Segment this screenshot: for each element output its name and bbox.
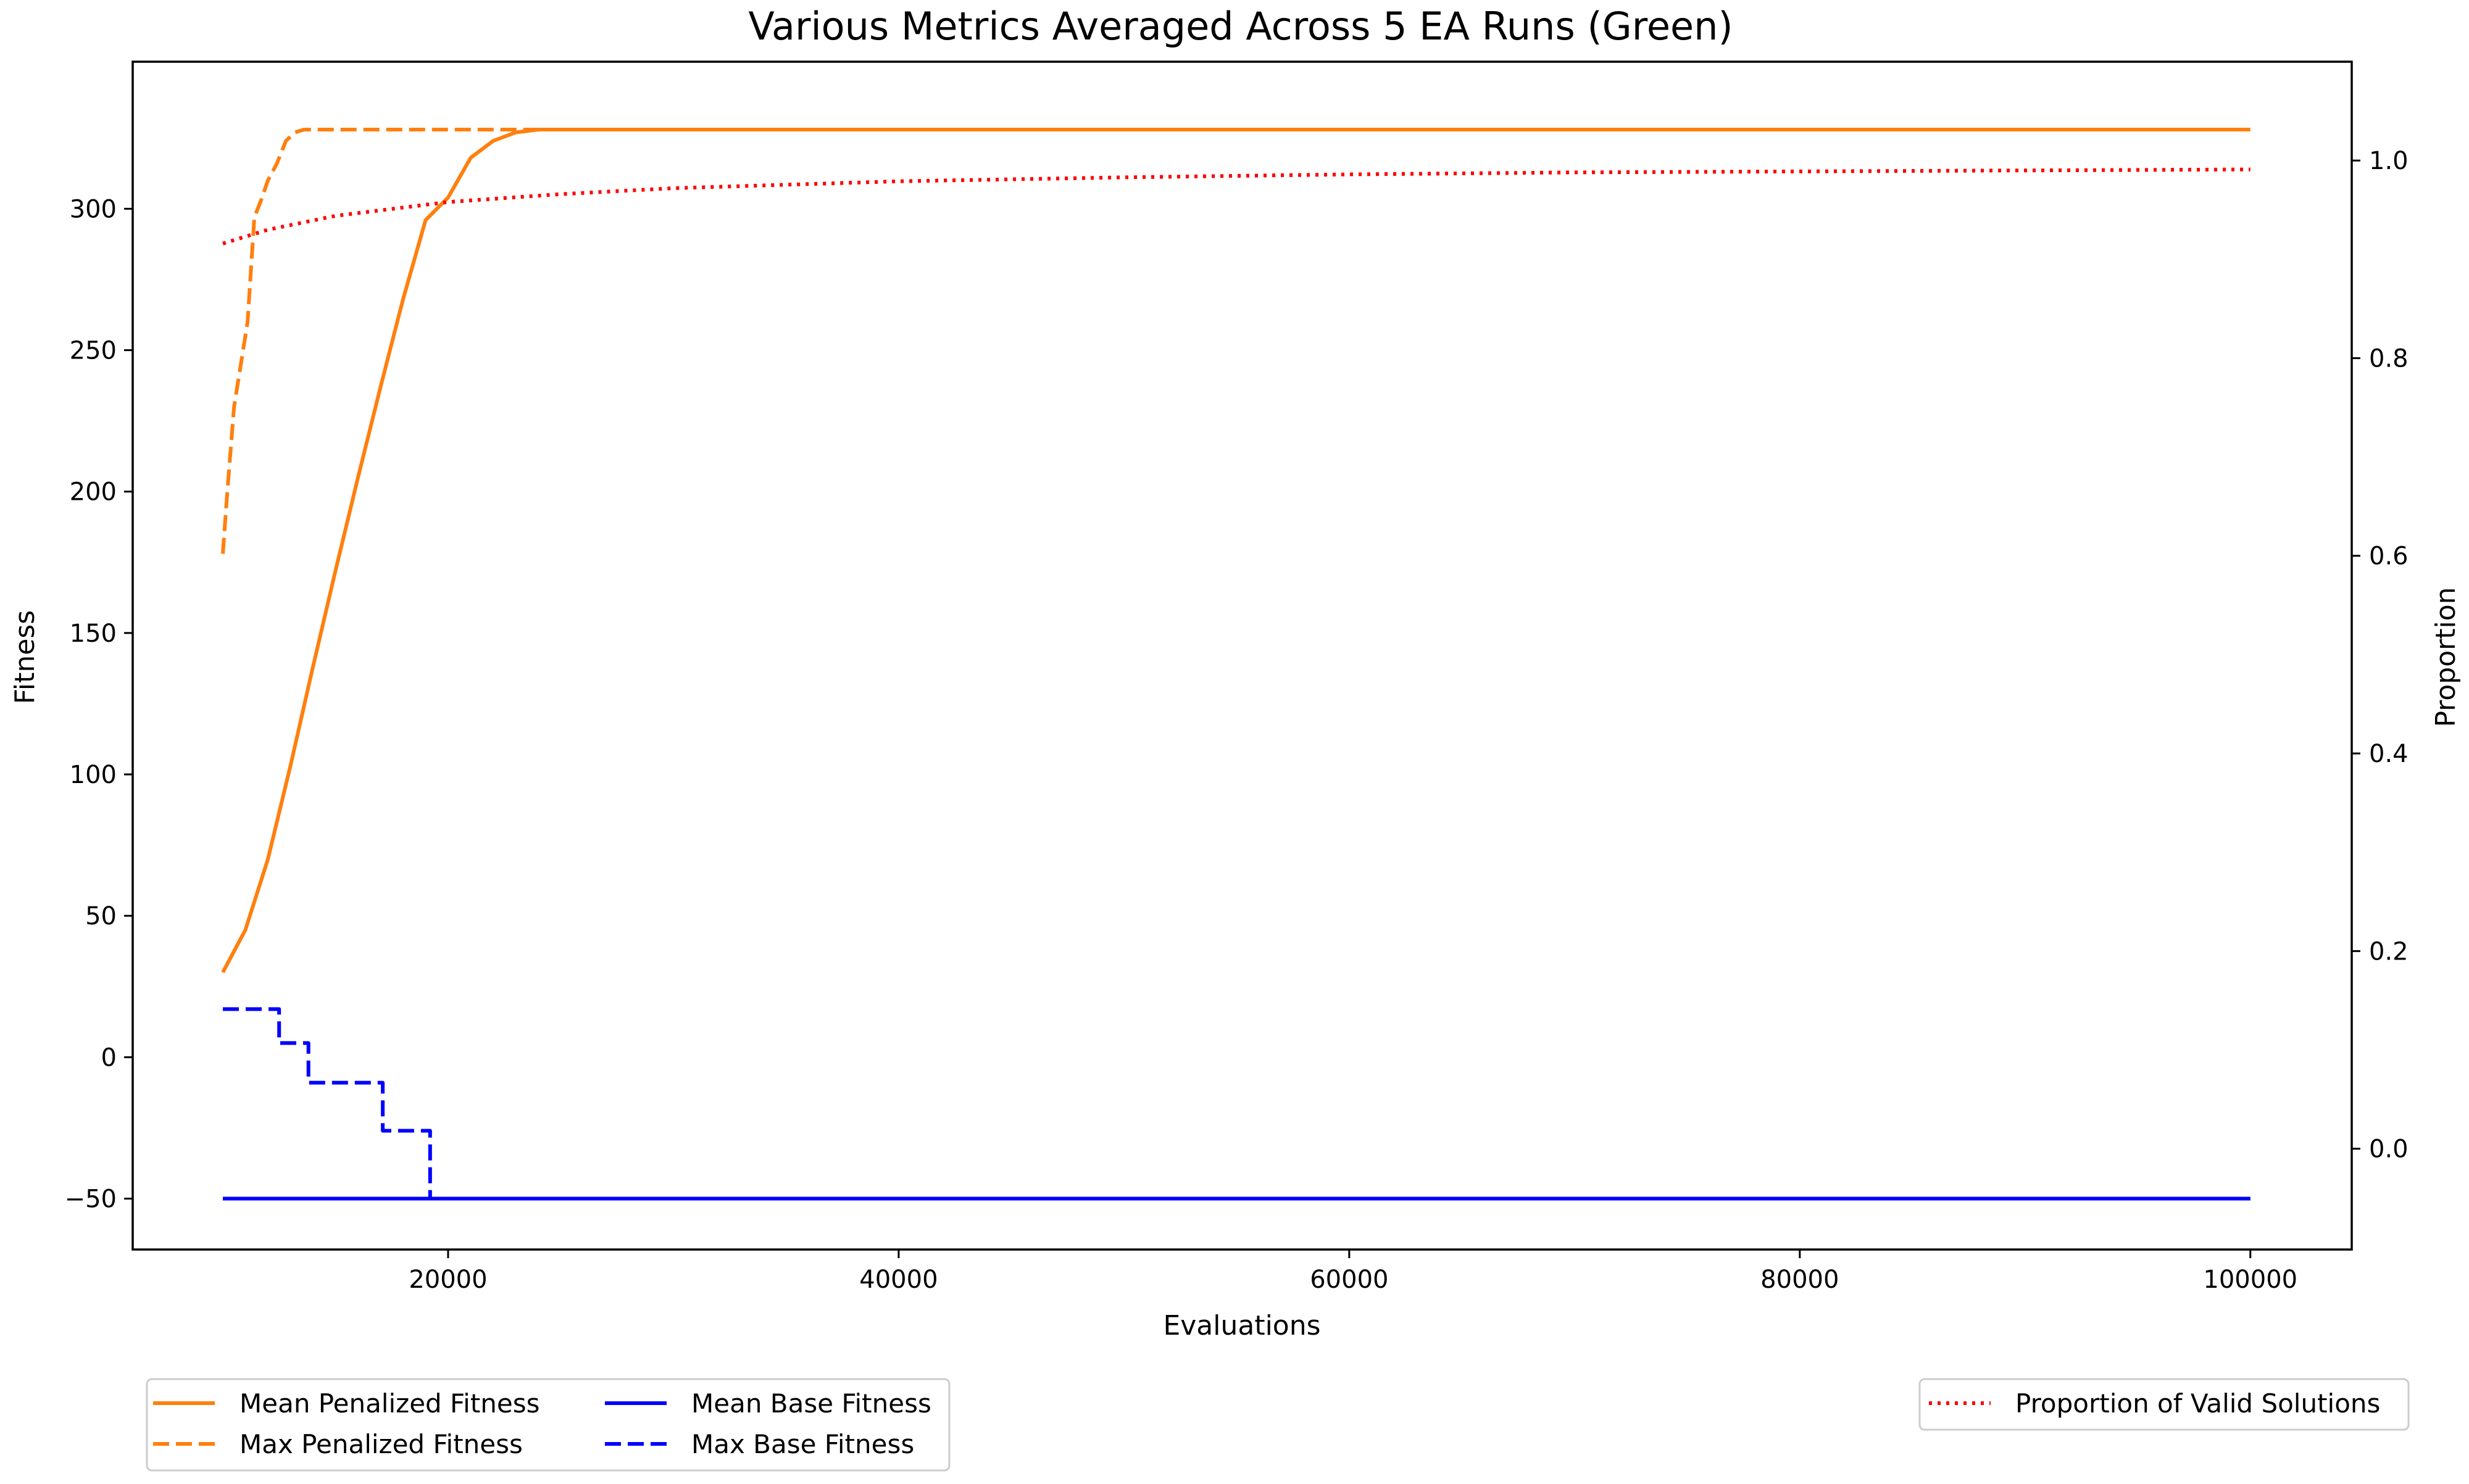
axes-frame xyxy=(131,60,2353,1251)
y-right-tick-label: 0.8 xyxy=(2369,344,2409,373)
series-line-3 xyxy=(223,1007,2250,1201)
legend-label: Mean Penalized Fitness xyxy=(239,1388,540,1419)
y-left-tick-label: 200 xyxy=(70,478,117,507)
legend-label: Max Penalized Fitness xyxy=(239,1429,523,1459)
y-left-tick-label: −50 xyxy=(65,1185,117,1214)
y-right-tick-label: 0.2 xyxy=(2369,937,2409,966)
x-tick-label: 40000 xyxy=(859,1266,938,1294)
x-tick-label: 20000 xyxy=(409,1266,487,1294)
series-line-0 xyxy=(221,128,2250,974)
legend-label: Proportion of Valid Solutions xyxy=(2015,1388,2380,1419)
legend-box-right xyxy=(1918,1378,2410,1431)
legends: Mean Penalized Fitness Max Penalized Fitn… xyxy=(146,1378,2410,1472)
x-tick-label: 60000 xyxy=(1310,1266,1388,1294)
x-tick-label: 80000 xyxy=(1760,1266,1839,1294)
y-axis-label-right: Proportion xyxy=(2430,587,2462,727)
y-right-tick-label: 0.4 xyxy=(2369,740,2409,768)
x-tick-label: 100000 xyxy=(2203,1266,2297,1294)
y-axis-label-left: Fitness xyxy=(9,610,41,704)
ticks: 20000 40000 60000 80000 100000 −50 0 50 100 150 20… xyxy=(65,147,2409,1294)
y-left-tick-label: 150 xyxy=(70,620,117,648)
y-right-tick-label: 0.0 xyxy=(2369,1135,2409,1164)
y-left-tick-label: 300 xyxy=(70,195,117,223)
y-left-tick-label: 0 xyxy=(101,1043,117,1072)
y-right-tick-label: 0.6 xyxy=(2369,542,2409,571)
legend-label: Max Base Fitness xyxy=(691,1429,914,1459)
series-line-1 xyxy=(221,128,561,554)
y-right-tick-label: 1.0 xyxy=(2369,147,2409,175)
legend-label: Mean Base Fitness xyxy=(691,1388,931,1419)
series-line-4 xyxy=(222,167,2250,246)
y-left-tick-label: 250 xyxy=(70,337,117,365)
y-left-tick-label: 100 xyxy=(70,761,117,789)
chart-title: Various Metrics Averaged Across 5 EA Run… xyxy=(748,4,1733,49)
x-axis-label: Evaluations xyxy=(1163,1310,1320,1341)
plot-area xyxy=(221,128,2250,1201)
y-left-tick-label: 50 xyxy=(85,902,117,931)
legend-box-left xyxy=(146,1378,951,1472)
